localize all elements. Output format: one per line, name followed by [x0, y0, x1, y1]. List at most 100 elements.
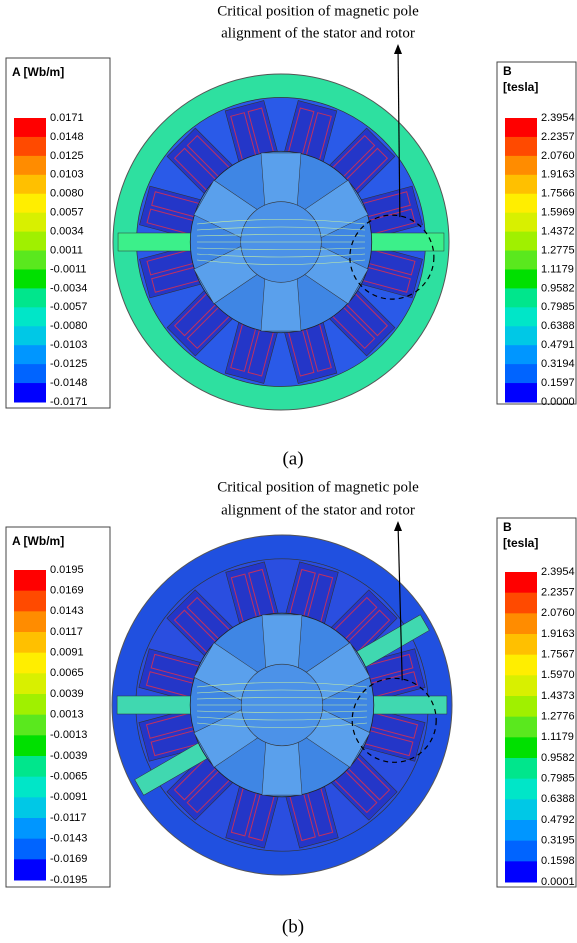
- legend-swatch: [505, 250, 537, 270]
- legend-swatch: [14, 735, 46, 757]
- legend-label: 1.7566: [541, 188, 575, 200]
- legend-swatch: [505, 155, 537, 176]
- legend-swatch: [505, 799, 537, 821]
- legend-swatch: [14, 797, 46, 819]
- legend-label: 2.0760: [541, 607, 575, 619]
- legend-swatch: [505, 383, 537, 403]
- legend-swatch: [505, 288, 537, 308]
- legend-swatch: [505, 592, 537, 614]
- tooth: [116, 695, 194, 715]
- legend-swatch: [505, 654, 537, 676]
- arrow-line: [397, 45, 401, 218]
- legend-swatch: [14, 307, 46, 327]
- pole: [260, 275, 302, 332]
- legend-swatch: [505, 326, 537, 346]
- legend-label: -0.0013: [50, 729, 87, 741]
- tooth: [117, 232, 194, 252]
- legend-swatch: [14, 818, 46, 840]
- legend-swatch: [505, 174, 537, 195]
- legend-swatch: [14, 326, 46, 346]
- legend-label: -0.0143: [50, 833, 87, 845]
- legend-label: -0.0011: [50, 263, 87, 275]
- legend-label: 0.1597: [541, 377, 575, 389]
- legend-label: 0.0000: [541, 396, 575, 408]
- legend-label: -0.0057: [50, 301, 87, 313]
- legend-label: 0.0171: [50, 112, 84, 124]
- annotation: Critical position of magnetic pole: [217, 3, 419, 19]
- legend-swatch: [505, 307, 537, 327]
- legend-swatch: [14, 155, 46, 176]
- pole: [261, 738, 303, 796]
- legend-label: 1.9163: [541, 169, 575, 181]
- legend-label: 0.3194: [541, 358, 575, 370]
- caption: (a): [282, 448, 303, 469]
- legend-label: 1.2776: [541, 711, 575, 723]
- highlight-circle: [351, 677, 437, 763]
- legend-label: 0.0034: [50, 226, 84, 238]
- legend-swatch: [14, 364, 46, 384]
- legend-label: 2.2357: [541, 587, 575, 599]
- legend-label: 0.7985: [541, 301, 575, 313]
- caption: (b): [282, 916, 304, 937]
- legend-swatch: [14, 611, 46, 633]
- legend-swatch: [505, 269, 537, 289]
- legend-swatch: [505, 364, 537, 384]
- legend-label: 1.4373: [541, 690, 575, 702]
- flux-tooth: [117, 232, 194, 252]
- legend-swatch: [14, 136, 46, 157]
- legend-label: -0.0103: [50, 339, 87, 351]
- pole: [260, 152, 302, 209]
- annotation: alignment of the stator and rotor: [221, 25, 415, 41]
- legend-swatch: [505, 861, 537, 883]
- legend-label: 1.9163: [541, 628, 575, 640]
- legend-label: 0.0103: [50, 169, 84, 181]
- legend-title: [tesla]: [503, 536, 538, 550]
- annotation: Critical position of magnetic pole: [217, 479, 419, 495]
- legend-title: A [Wb/m]: [12, 65, 64, 79]
- legend-label: 0.0011: [50, 244, 83, 256]
- legend-swatch: [14, 652, 46, 674]
- legend-label: 0.0169: [50, 585, 84, 597]
- legend-swatch: [505, 758, 537, 780]
- legend-swatch: [505, 716, 537, 738]
- arrow-head: [394, 521, 402, 531]
- legend-title: [tesla]: [503, 80, 538, 94]
- rotor-pole: [260, 152, 302, 209]
- legend-swatch: [14, 345, 46, 365]
- flux-line: [196, 697, 368, 700]
- legend-swatch: [14, 776, 46, 798]
- flux-line: [196, 219, 366, 225]
- legend-swatch: [14, 859, 46, 881]
- legend-swatch: [14, 118, 46, 138]
- legend-label: 0.3195: [541, 835, 575, 847]
- highlight-circle: [349, 214, 435, 300]
- legend-swatch: [505, 212, 537, 233]
- arrow-line: [397, 522, 403, 681]
- flux-line: [196, 259, 366, 265]
- flux-line: [196, 689, 368, 694]
- legend-label: 1.4372: [541, 226, 575, 238]
- legend-label: 0.9582: [541, 282, 575, 294]
- legend-label: 0.0080: [50, 188, 84, 200]
- legend-title: B: [503, 64, 512, 78]
- pole: [261, 614, 303, 672]
- legend-swatch: [14, 838, 46, 860]
- legend-swatch: [14, 231, 46, 252]
- legend-swatch: [505, 840, 537, 862]
- legend-label: 0.0013: [50, 709, 84, 721]
- legend-label: 0.9582: [541, 752, 575, 764]
- legend-label: -0.0148: [50, 377, 87, 389]
- annotation: alignment of the stator and rotor: [221, 502, 415, 518]
- flux-line: [196, 722, 368, 728]
- legend-label: 0.4791: [541, 339, 575, 351]
- legend-label: 1.5969: [541, 207, 575, 219]
- legend-label: -0.0195: [50, 874, 87, 886]
- legend-title: B: [503, 520, 512, 534]
- legend-label: 0.0143: [50, 605, 84, 617]
- legend-label: 2.2357: [541, 131, 575, 143]
- legend-label: 0.6388: [541, 320, 575, 332]
- legend-swatch: [14, 193, 46, 214]
- legend-swatch: [14, 174, 46, 195]
- legend-swatch: [505, 572, 537, 594]
